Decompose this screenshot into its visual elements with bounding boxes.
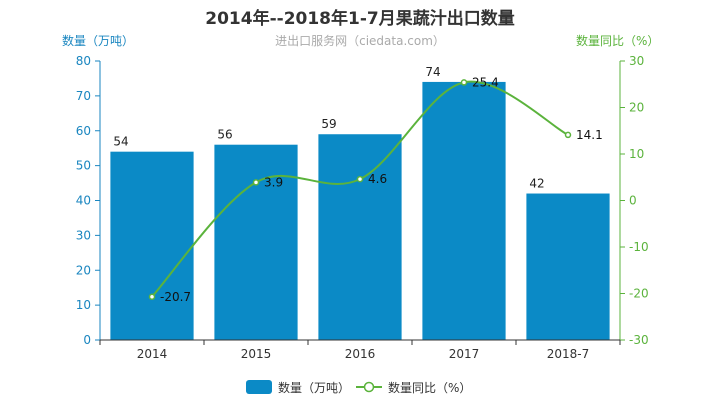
y-tick-right-label: 10: [629, 147, 644, 161]
legend-label-yoy: 数量同比（%）: [388, 380, 472, 395]
bar-2017: [422, 81, 506, 341]
x-tick-label: 2018-7: [547, 347, 590, 361]
y-tick-right-label: -30: [629, 333, 649, 347]
yoy-value-label: -20.7: [160, 290, 191, 304]
bar-2014: [110, 151, 194, 340]
legend-item-yoy[interactable]: 数量同比（%）: [356, 378, 471, 396]
legend-label-quantity: 数量（万吨）: [278, 380, 351, 395]
yoy-value-label: 14.1: [576, 128, 603, 142]
y-tick-left-label: 80: [76, 54, 91, 68]
y-tick-left-label: 30: [76, 228, 91, 242]
legend-line-swatch: [356, 381, 382, 393]
legend: 数量（万吨） 数量同比（%）: [0, 378, 720, 396]
x-tick-label: 2015: [241, 347, 272, 361]
legend-item-quantity[interactable]: 数量（万吨）: [246, 378, 350, 396]
y-axis-left-label: 数量（万吨）: [62, 34, 135, 48]
bar-value-label: 59: [321, 117, 336, 131]
y-tick-left-label: 60: [76, 124, 91, 138]
y-tick-right-label: -10: [629, 240, 649, 254]
y-tick-left-label: 50: [76, 159, 91, 173]
yoy-value-label: 3.9: [264, 175, 283, 189]
yoy-point-2015: [252, 179, 260, 186]
bar-value-label: 74: [425, 65, 440, 79]
y-tick-left-label: 40: [76, 194, 91, 208]
yoy-value-label: 25.4: [472, 75, 499, 89]
yoy-point-2017: [460, 79, 468, 86]
legend-bar-swatch: [246, 380, 272, 394]
yoy-point-2014: [148, 293, 156, 301]
x-tick-label: 2017: [449, 347, 480, 361]
bar-value-label: 42: [529, 177, 544, 191]
y-tick-left-label: 0: [83, 333, 91, 347]
bar-2018-7: [526, 193, 610, 340]
y-axis-right-label: 数量同比（%）: [576, 34, 660, 48]
bar-2015: [214, 144, 298, 340]
x-tick-label: 2016: [345, 347, 376, 361]
bar-2016: [318, 134, 402, 340]
yoy-value-label: 4.6: [368, 172, 387, 186]
bar-value-label: 56: [217, 128, 232, 142]
y-tick-left-label: 10: [76, 298, 91, 312]
y-tick-right-label: 20: [629, 101, 644, 115]
y-tick-right-label: 30: [629, 54, 644, 68]
y-tick-left-label: 70: [76, 89, 91, 103]
y-tick-left-label: 20: [76, 263, 91, 277]
y-tick-right-label: -20: [629, 287, 649, 301]
chart-title: 2014年--2018年1-7月果蔬汁出口数量: [205, 9, 515, 29]
yoy-point-2016: [356, 175, 364, 183]
bar-value-label: 54: [113, 135, 128, 149]
chart-subtitle: 进出口服务网（ciedata.com）: [275, 34, 445, 48]
y-tick-right-label: 0: [629, 194, 637, 208]
yoy-point-2018-7: [564, 131, 572, 139]
x-tick-label: 2014: [137, 347, 168, 361]
